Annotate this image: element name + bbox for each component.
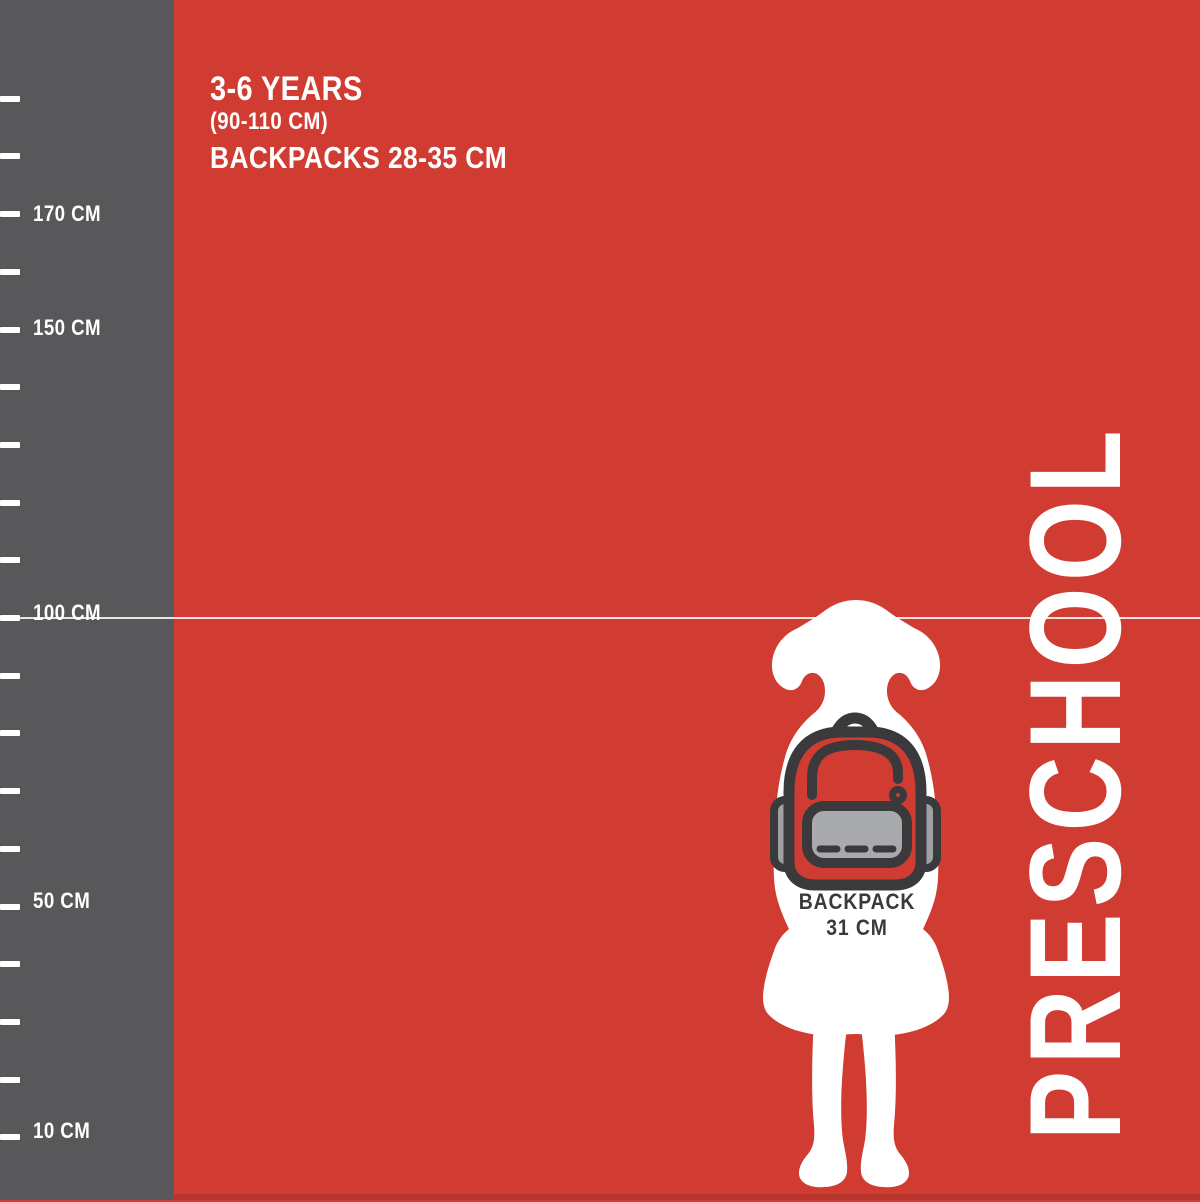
ruler-bar: 170 CM 150 CM 100 CM 50 CM 10 CM xyxy=(0,0,174,1200)
ruler-tick-170cm xyxy=(0,211,20,218)
age-group-header: 3-6 YEARS (90-110 CM) BACKPACKS 28-35 CM xyxy=(210,72,507,175)
ruler-tick-70cm xyxy=(0,788,20,795)
ruler-label-100cm: 100 CM xyxy=(33,600,102,625)
ruler-tick-90cm xyxy=(0,672,20,679)
girl-back-view-silhouette-icon xyxy=(763,600,949,1188)
silhouette-right-leg xyxy=(860,1018,910,1188)
height-range-text: (90-110 CM) xyxy=(210,108,329,135)
backpack-size-tag-line2: 31 CM xyxy=(826,915,888,940)
ruler-label-50cm: 50 CM xyxy=(33,888,91,913)
backpack-size-tag-line1: BACKPACK xyxy=(798,889,916,914)
backpack-size-range-text: BACKPACKS 28-35 CM xyxy=(210,140,508,175)
ruler-tick-180cm xyxy=(0,153,20,160)
ruler-tick-10cm xyxy=(0,1134,20,1141)
category-title: PRESCHOOL xyxy=(1002,423,1148,1141)
ruler-tick-20cm xyxy=(0,1076,20,1083)
backpack-front-pocket xyxy=(802,801,912,868)
ruler-tick-140cm xyxy=(0,384,20,391)
ruler-tick-130cm xyxy=(0,441,20,448)
ruler-tick-80cm xyxy=(0,730,20,737)
height-guide-line-100cm xyxy=(0,617,1200,619)
ruler-tick-150cm xyxy=(0,326,20,333)
age-range-text: 3-6 YEARS xyxy=(210,70,363,108)
ruler-tick-50cm xyxy=(0,903,20,910)
ground-strip xyxy=(174,1194,1200,1200)
backpack-size-tag: BACKPACK 31 CM xyxy=(782,890,932,940)
ruler-tick-160cm xyxy=(0,268,20,275)
ruler-tick-40cm xyxy=(0,961,20,968)
ruler-tick-190cm xyxy=(0,95,20,102)
backpack-zipper-pull xyxy=(889,786,907,804)
silhouette-left-leg xyxy=(798,1018,848,1188)
ruler-label-150cm: 150 CM xyxy=(33,315,102,340)
ruler-tick-110cm xyxy=(0,557,20,564)
backpack-zipper-arch xyxy=(807,739,903,800)
ruler-tick-60cm xyxy=(0,845,20,852)
backpack-icon xyxy=(770,712,941,891)
ruler-label-10cm: 10 CM xyxy=(33,1118,91,1143)
ruler-tick-30cm xyxy=(0,1018,20,1025)
ruler-label-170cm: 170 CM xyxy=(33,201,102,226)
ruler-tick-120cm xyxy=(0,499,20,506)
